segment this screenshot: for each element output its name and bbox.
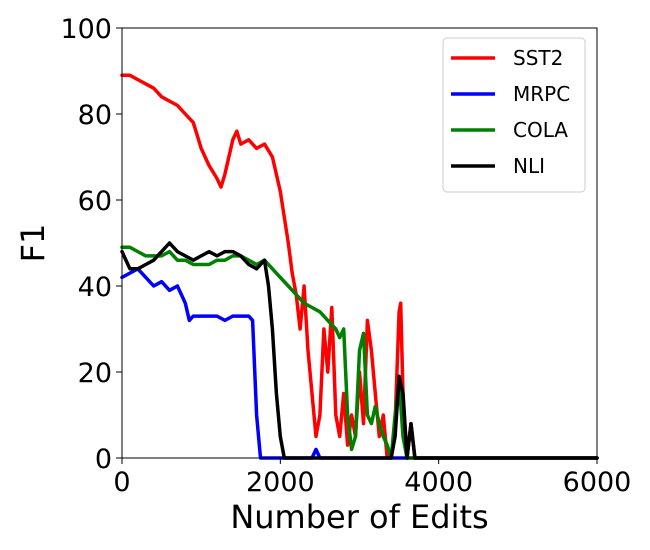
legend-frame	[442, 37, 586, 193]
y-tick-label: 100	[60, 14, 112, 45]
legend-label-sst2: SST2	[513, 46, 563, 70]
x-axis: 0 2000 4000 6000	[113, 458, 631, 498]
x-tick-label: 0	[113, 467, 130, 498]
y-axis-label: F1	[14, 224, 52, 263]
y-tick-label: 60	[78, 186, 112, 217]
legend-label-cola: COLA	[513, 118, 568, 142]
y-tick-label: 80	[78, 100, 112, 131]
x-tick-label: 2000	[246, 467, 315, 498]
x-tick-label: 6000	[563, 467, 632, 498]
plot-frame	[121, 27, 598, 459]
series-line-cola	[120, 245, 599, 460]
y-axis: 0 20 40 60 80 100	[60, 14, 122, 475]
legend: SST2 MRPC COLA NLI	[442, 37, 586, 193]
y-tick-label: 20	[78, 358, 112, 389]
legend-label-nli: NLI	[513, 154, 545, 178]
y-tick-label: 0	[95, 444, 112, 475]
y-tick-label: 40	[78, 272, 112, 303]
legend-label-mrpc: MRPC	[513, 82, 570, 106]
series-line-nli	[120, 241, 599, 460]
x-axis-label: Number of Edits	[230, 498, 488, 536]
x-tick-label: 4000	[404, 467, 473, 498]
